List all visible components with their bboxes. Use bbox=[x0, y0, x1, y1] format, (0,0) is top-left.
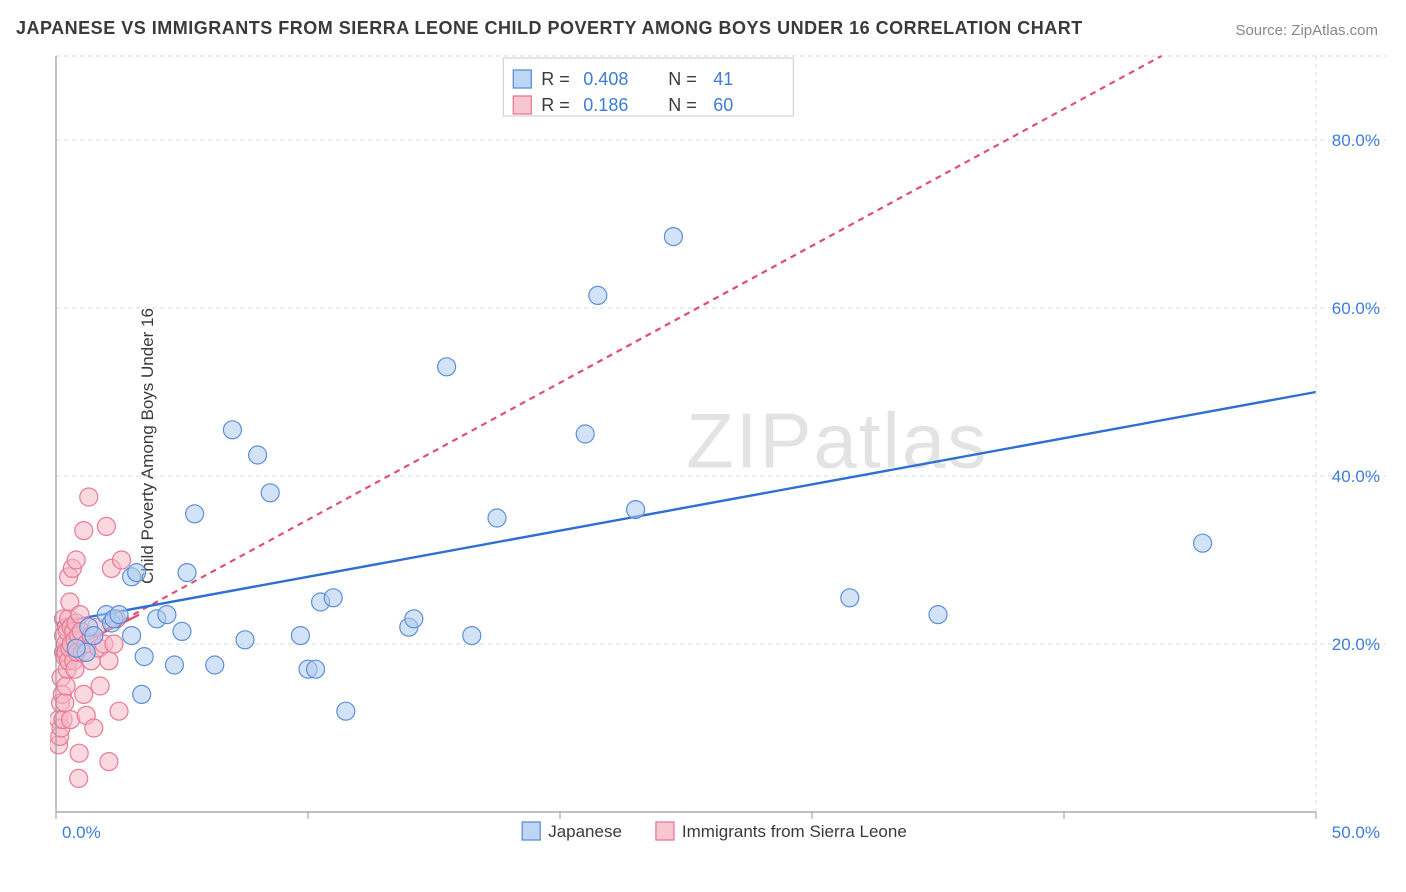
y-tick-label: 80.0% bbox=[1332, 131, 1380, 150]
legend-stat: 60 bbox=[713, 95, 733, 115]
y-tick-label: 20.0% bbox=[1332, 635, 1380, 654]
legend-stat: N = bbox=[668, 95, 697, 115]
x-tick-label-0: 0.0% bbox=[62, 823, 101, 842]
legend-swatch bbox=[656, 822, 674, 840]
legend-swatch bbox=[522, 822, 540, 840]
series-japanese bbox=[67, 228, 1211, 721]
legend-swatch bbox=[513, 96, 531, 114]
scatter-plot: ZIPatlas 0.0% 50.0% 20.0% 40.0% 60.0% 80.0% R =… bbox=[50, 50, 1386, 842]
chart-title: JAPANESE VS IMMIGRANTS FROM SIERRA LEONE… bbox=[16, 18, 1083, 39]
source-label: Source: ZipAtlas.com bbox=[1235, 22, 1378, 39]
legend-stat: R = bbox=[541, 69, 570, 89]
y-tick-label: 40.0% bbox=[1332, 467, 1380, 486]
legend-stat: N = bbox=[668, 69, 697, 89]
legend-swatch bbox=[513, 70, 531, 88]
x-tick-label-50: 50.0% bbox=[1332, 823, 1380, 842]
y-tick-label: 60.0% bbox=[1332, 299, 1380, 318]
legend-stat: R = bbox=[541, 95, 570, 115]
legend-stat: 41 bbox=[713, 69, 733, 89]
legend-stat: 0.186 bbox=[583, 95, 628, 115]
legend-stat: 0.408 bbox=[583, 69, 628, 89]
legend-bottom: Japanese Immigrants from Sierra Leone bbox=[522, 822, 907, 841]
watermark: ZIPatlas bbox=[686, 397, 988, 485]
legend-label: Immigrants from Sierra Leone bbox=[682, 822, 907, 841]
legend-label: Japanese bbox=[548, 822, 622, 841]
trend-line-sierra-leone bbox=[56, 56, 1161, 657]
